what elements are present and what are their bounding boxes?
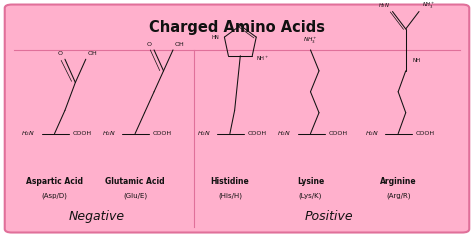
Text: COOH: COOH <box>328 131 347 136</box>
FancyBboxPatch shape <box>5 4 469 232</box>
Text: COOH: COOH <box>248 131 267 136</box>
Text: COOH: COOH <box>153 131 172 136</box>
Text: $H_2N$: $H_2N$ <box>197 129 211 138</box>
Text: Negative: Negative <box>69 210 125 223</box>
Text: O: O <box>58 51 63 56</box>
Text: O: O <box>147 42 152 46</box>
Text: (Asp/D): (Asp/D) <box>42 192 67 198</box>
Text: COOH: COOH <box>73 131 91 136</box>
Text: HN: HN <box>212 35 219 40</box>
Text: NH: NH <box>412 58 420 63</box>
Text: COOH: COOH <box>416 131 435 136</box>
Text: $H_2N$: $H_2N$ <box>378 1 391 10</box>
Text: $NH_3^+$: $NH_3^+$ <box>422 0 435 11</box>
Text: $H_2N$: $H_2N$ <box>277 129 292 138</box>
Text: Arginine: Arginine <box>380 177 417 186</box>
Text: OH: OH <box>88 51 97 56</box>
Text: OH: OH <box>175 42 184 46</box>
Text: Histidine: Histidine <box>210 177 249 186</box>
Text: Aspartic Acid: Aspartic Acid <box>26 177 83 186</box>
Text: $H_2N$: $H_2N$ <box>21 129 36 138</box>
Text: (Arg/R): (Arg/R) <box>386 192 410 198</box>
Text: (Lys/K): (Lys/K) <box>299 192 322 198</box>
Text: Positive: Positive <box>305 210 354 223</box>
Text: Lysine: Lysine <box>297 177 324 186</box>
Text: Charged Amino Acids: Charged Amino Acids <box>149 20 325 35</box>
Text: (His/H): (His/H) <box>218 192 242 198</box>
Text: $H_2N$: $H_2N$ <box>365 129 379 138</box>
Text: $H_2N$: $H_2N$ <box>102 129 116 138</box>
Text: Glutamic Acid: Glutamic Acid <box>105 177 165 186</box>
Text: NH$^+$: NH$^+$ <box>256 54 269 63</box>
Text: (Glu/E): (Glu/E) <box>123 192 147 198</box>
Text: $NH_3^+$: $NH_3^+$ <box>303 36 318 46</box>
